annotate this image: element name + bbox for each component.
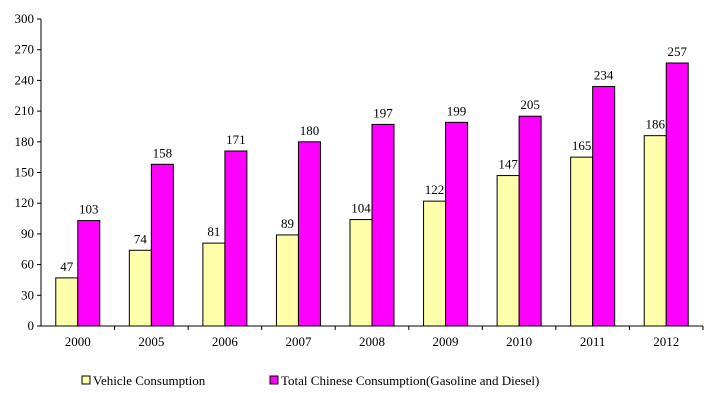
data-label: 104 xyxy=(351,201,371,216)
bar-total-2005 xyxy=(150,163,174,327)
bar-total-2000 xyxy=(77,220,101,327)
y-tick-label: 0 xyxy=(28,318,35,333)
bar-vehicle-2006 xyxy=(202,242,226,327)
x-tick-label: 2011 xyxy=(580,334,606,349)
x-axis: 2000 2005 2006 2007 2008 2009 2010 2011 2012 xyxy=(41,325,704,349)
legend-label: Vehicle Consumption xyxy=(93,373,206,388)
x-tick-label: 2008 xyxy=(359,334,385,349)
data-label: 199 xyxy=(447,103,467,118)
bar-total-2008 xyxy=(371,123,395,327)
bar-vehicle-2008 xyxy=(349,219,373,327)
x-tick-label: 2007 xyxy=(285,334,312,349)
bar-total-2009 xyxy=(445,121,469,327)
data-label: 205 xyxy=(520,97,540,112)
y-tick-label: 270 xyxy=(15,42,35,57)
x-tick-label: 2010 xyxy=(506,334,532,349)
data-label: 234 xyxy=(594,68,614,83)
y-tick-label: 120 xyxy=(15,195,35,210)
y-tick-label: 180 xyxy=(15,134,35,149)
data-label: 89 xyxy=(281,216,294,231)
bar-vehicle-2000 xyxy=(55,277,79,327)
legend: Vehicle Consumption Total Chinese Consump… xyxy=(81,373,539,388)
bar-vehicle-2010 xyxy=(496,175,520,327)
x-tick-label: 2005 xyxy=(138,334,164,349)
x-tick-label: 2000 xyxy=(65,334,91,349)
legend-label: Total Chinese Consumption(Gasoline and D… xyxy=(281,373,539,388)
data-label: 81 xyxy=(207,224,220,239)
data-label: 197 xyxy=(373,105,393,120)
y-tick-label: 300 xyxy=(15,11,35,26)
y-tick-label: 30 xyxy=(21,287,34,302)
data-label: 257 xyxy=(667,44,687,59)
data-label: 147 xyxy=(498,157,518,172)
x-tick-label: 2006 xyxy=(212,334,239,349)
bar-total-2007 xyxy=(297,141,321,327)
bar-total-2012 xyxy=(665,62,689,327)
legend-swatch xyxy=(81,375,91,385)
y-tick-label: 240 xyxy=(15,72,35,87)
y-tick-label: 60 xyxy=(21,257,34,272)
legend-swatch xyxy=(269,375,279,385)
y-tick-label: 210 xyxy=(15,103,35,118)
y-tick-label: 90 xyxy=(21,226,34,241)
data-labels: 47 74 81 89 104 122 147 165 186 103 158 171 180 197 19… xyxy=(60,44,687,274)
data-label: 47 xyxy=(60,259,74,274)
x-tick-label: 2012 xyxy=(653,334,679,349)
bar-total-2010 xyxy=(518,115,542,327)
bar-total-2011 xyxy=(592,86,616,327)
bar-vehicle-2009 xyxy=(423,200,447,327)
y-tick-label: 150 xyxy=(15,165,35,180)
data-label: 186 xyxy=(645,117,665,132)
data-label: 165 xyxy=(572,138,592,153)
bar-vehicle-2005 xyxy=(128,249,152,327)
data-label: 103 xyxy=(79,202,99,217)
data-label: 74 xyxy=(134,231,148,246)
bars xyxy=(55,62,689,327)
data-label: 171 xyxy=(226,132,246,147)
data-label: 122 xyxy=(425,182,445,197)
y-axis: 0 30 60 90 120 150 180 210 240 270 300 xyxy=(15,11,42,333)
bar-total-2006 xyxy=(224,150,248,327)
x-tick-label: 2009 xyxy=(433,334,459,349)
bar-vehicle-2012 xyxy=(643,135,667,327)
bar-vehicle-2011 xyxy=(570,156,594,327)
bar-vehicle-2007 xyxy=(275,234,299,327)
data-label: 180 xyxy=(300,123,320,138)
data-label: 158 xyxy=(153,145,173,160)
